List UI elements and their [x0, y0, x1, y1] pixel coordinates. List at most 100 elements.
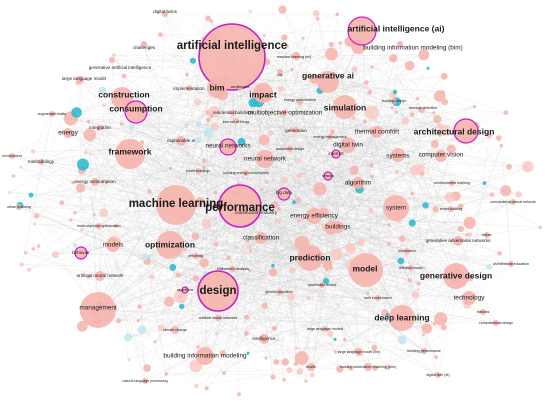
node-technology	[462, 291, 476, 305]
background-node	[446, 144, 456, 154]
background-node	[205, 15, 211, 21]
background-node	[198, 254, 203, 259]
node-bibliometric-analysis	[230, 266, 236, 272]
background-node	[497, 251, 503, 256]
background-node	[237, 392, 241, 397]
label-generative-design: generative design	[420, 270, 492, 280]
background-node	[195, 196, 205, 207]
background-node	[213, 190, 218, 195]
background-node	[121, 73, 127, 79]
background-node	[348, 181, 352, 186]
background-node	[434, 355, 438, 360]
background-node	[203, 127, 214, 138]
label-systematic-review: systematic review	[308, 283, 337, 287]
background-node	[184, 124, 188, 128]
label-optimization: optimization	[145, 239, 195, 249]
node-smart-buildings	[195, 168, 201, 174]
label-algorithms: algorithms	[177, 288, 194, 292]
label-climate-change: climate change	[163, 328, 187, 332]
node-multiobjective-optimization	[282, 109, 288, 115]
background-node	[136, 319, 140, 323]
label-damage-detection: damage detection	[409, 106, 438, 110]
label-explainable-ai: explainable ai	[167, 138, 195, 143]
background-node	[288, 267, 296, 274]
node-health	[307, 363, 315, 371]
node-models	[106, 238, 120, 252]
background-node	[306, 295, 311, 301]
background-node	[407, 278, 412, 283]
label-behavior: behavior	[72, 250, 90, 255]
label-genetic-algorithm: genetic algorithm	[265, 290, 292, 294]
background-node	[440, 72, 448, 80]
label-energy-performance: energy performance	[284, 98, 316, 102]
background-node	[164, 372, 169, 376]
background-node	[400, 113, 404, 117]
background-node	[392, 89, 398, 95]
background-node	[496, 135, 502, 141]
background-node	[137, 325, 147, 335]
background-node	[99, 208, 109, 218]
label-energy: energy	[58, 130, 78, 137]
background-node	[275, 218, 281, 224]
label-systems: systems	[386, 153, 409, 160]
background-node	[384, 364, 391, 371]
background-node	[69, 218, 73, 222]
label-machine-learning: machine learning	[129, 198, 224, 210]
node-parametric-design	[287, 146, 293, 152]
label-building-energy-consumption: building energy consumption	[223, 171, 269, 175]
background-node	[327, 330, 334, 337]
background-node	[286, 367, 293, 374]
node-neural-networks	[219, 138, 237, 156]
background-node	[422, 202, 429, 209]
background-node	[299, 216, 305, 222]
node-algorithm	[352, 177, 364, 189]
node-convolutional-neural-network	[510, 199, 516, 205]
label-neural-networks: neural networks	[205, 143, 250, 150]
background-node	[119, 122, 124, 126]
background-node	[268, 268, 278, 277]
background-node	[347, 365, 354, 372]
background-node	[201, 158, 207, 163]
background-node	[211, 203, 217, 209]
node-bim	[207, 78, 227, 98]
background-node	[243, 314, 250, 320]
background-node	[273, 359, 280, 365]
background-node	[296, 368, 304, 375]
background-node	[394, 110, 399, 114]
label-thermal-comfort: thermal comfort	[355, 129, 400, 136]
background-node	[352, 116, 356, 120]
background-node	[51, 251, 59, 259]
background-node	[245, 239, 250, 243]
background-node	[73, 211, 77, 215]
background-node	[506, 163, 512, 170]
background-node	[278, 5, 287, 14]
background-node	[245, 276, 250, 281]
background-node	[71, 107, 82, 118]
node-city	[277, 69, 283, 75]
background-node	[397, 220, 401, 224]
background-node	[280, 176, 288, 184]
background-node	[71, 180, 75, 185]
background-node	[503, 110, 509, 115]
background-node	[444, 192, 455, 203]
background-node	[243, 331, 249, 337]
background-node	[205, 117, 211, 123]
label-neural-network: neural network	[244, 156, 287, 163]
background-node	[522, 161, 534, 173]
label-construction-industry: construction industry	[235, 210, 278, 215]
background-node	[124, 333, 133, 342]
background-node	[7, 191, 11, 194]
node-smart-building	[448, 206, 454, 212]
node-algorithms	[181, 286, 189, 294]
background-node	[333, 337, 337, 341]
background-node	[195, 137, 202, 144]
label-building-information-modeling-bim: building information modeling (bim)	[363, 45, 462, 52]
node-generative-artificial-intelligence	[109, 57, 115, 63]
label-robotics: robotics	[477, 310, 490, 314]
node-artificial-neural-networks	[215, 315, 221, 321]
label-internet: internet	[328, 151, 344, 156]
label-health: health	[306, 365, 316, 369]
background-node	[102, 103, 106, 108]
node-building-information-modeling	[196, 347, 214, 365]
background-node	[330, 129, 335, 135]
